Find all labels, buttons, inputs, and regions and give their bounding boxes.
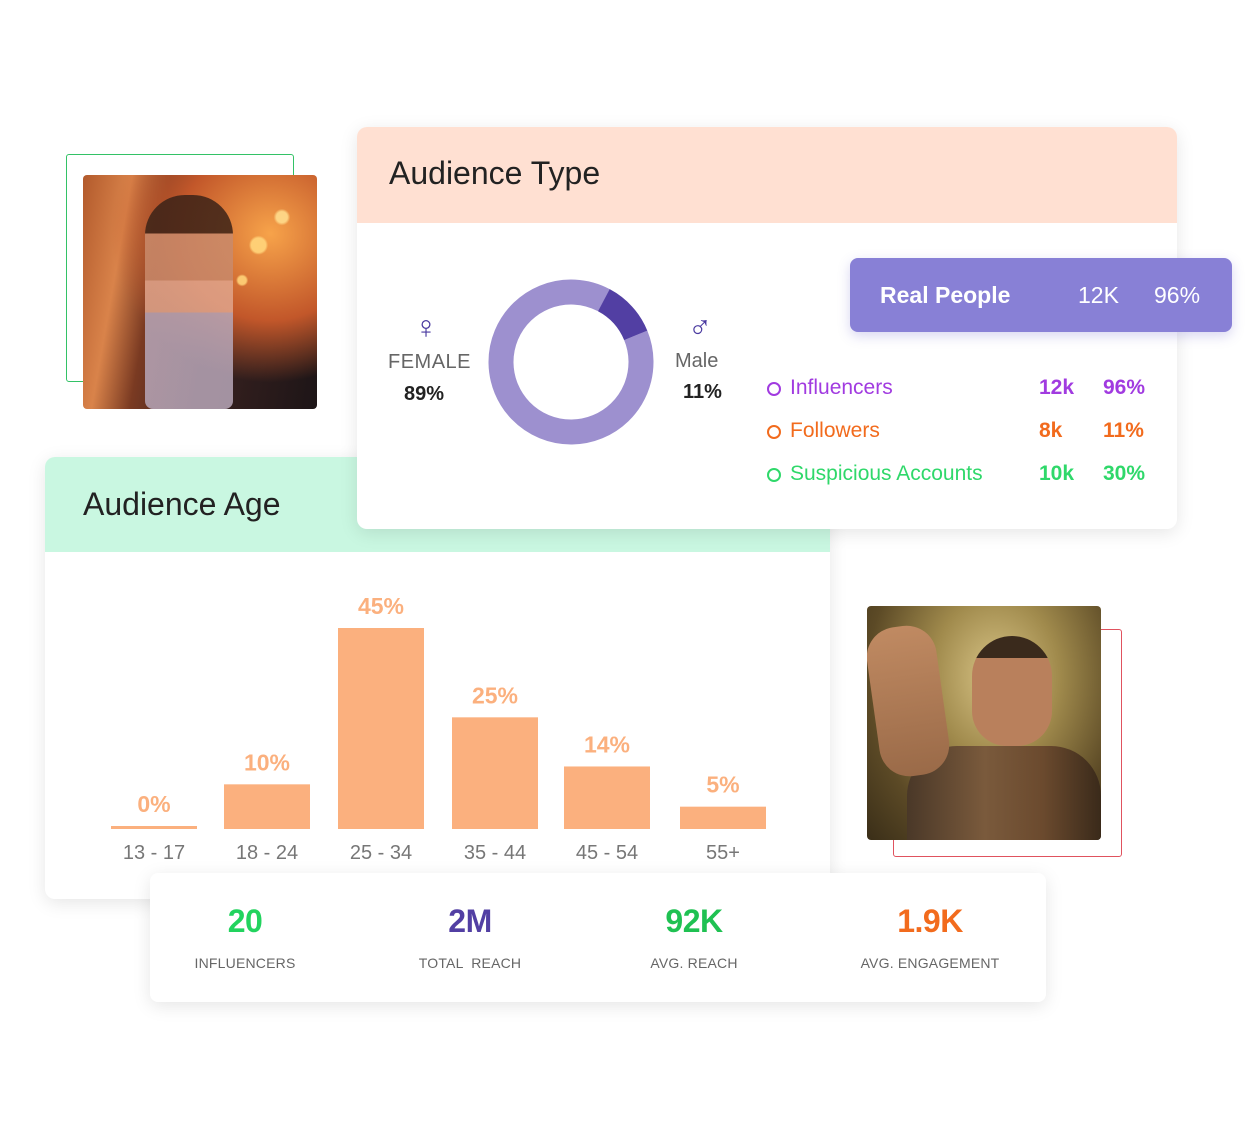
age-bar-value-label: 45% — [358, 593, 404, 619]
legend-count: 12k — [1039, 376, 1075, 399]
age-bar — [452, 717, 538, 829]
male-label: Male — [675, 350, 719, 372]
stat-label: INFLUENCERS — [194, 955, 296, 971]
stat-value: 20 — [227, 903, 263, 939]
real-people-count: 12K — [1078, 282, 1119, 308]
age-category-label: 18 - 24 — [236, 842, 298, 864]
real-people-label: Real People — [880, 282, 1011, 308]
real-people-percent: 96% — [1154, 282, 1201, 308]
stat-label: TOTAL REACH — [418, 955, 522, 971]
donut-slice-male — [488, 279, 654, 445]
legend-percent: 11% — [1103, 419, 1144, 442]
age-bar — [564, 766, 650, 829]
influencer-photo-woman — [83, 175, 317, 409]
gender-donut-chart — [488, 279, 654, 445]
age-category-label: 13 - 17 — [123, 842, 185, 864]
legend-dot-icon — [767, 468, 781, 482]
audience-type-header: Audience Type — [357, 127, 1177, 223]
age-bar-value-label: 5% — [706, 772, 739, 798]
legend-dot-icon — [767, 425, 781, 439]
age-bar-value-label: 25% — [472, 682, 518, 708]
age-bar — [680, 806, 766, 829]
legend-count: 10k — [1039, 462, 1075, 485]
age-bar — [338, 628, 424, 829]
real-people-badge: Real People 12K 96% — [850, 258, 1232, 332]
female-icon: ♀ — [414, 309, 438, 345]
legend-name: Followers — [790, 419, 880, 442]
age-category-label: 55+ — [706, 842, 740, 864]
audience-type-title: Audience Type — [389, 155, 601, 191]
female-percent: 89% — [404, 383, 445, 405]
legend-percent: 96% — [1103, 376, 1146, 399]
audience-age-card: Audience Age 0% 13 - 17 10% 18 - 24 45% 25 - … — [45, 457, 830, 899]
male-icon: ♂ — [688, 309, 712, 345]
stat-label: AVG. REACH — [650, 955, 738, 971]
audience-age-title: Audience Age — [83, 486, 281, 522]
age-category-label: 25 - 34 — [350, 842, 412, 864]
age-bar — [224, 784, 310, 829]
female-label: FEMALE — [388, 351, 472, 373]
legend-name: Influencers — [790, 376, 893, 399]
legend-name: Suspicious Accounts — [790, 462, 983, 485]
stats-card: 20 INFLUENCERS 2M TOTAL REACH 92K AVG. R… — [150, 873, 1046, 1002]
age-bar-value-label: 10% — [244, 749, 290, 775]
age-bar — [111, 826, 197, 829]
age-bar-chart: 0% 13 - 17 10% 18 - 24 45% 25 - 34 25% 35 - 44 1… — [111, 593, 766, 864]
male-percent: 11% — [683, 381, 722, 403]
legend-count: 8k — [1039, 419, 1063, 442]
stat-label: AVG. ENGAGEMENT — [860, 955, 1000, 971]
age-bar-value-label: 14% — [584, 731, 630, 757]
age-category-label: 45 - 54 — [576, 842, 638, 864]
influencer-photo-man — [867, 606, 1101, 840]
stat-value: 2M — [448, 903, 492, 939]
stat-value: 1.9K — [897, 903, 963, 939]
age-category-label: 35 - 44 — [464, 842, 526, 864]
legend-percent: 30% — [1103, 462, 1146, 485]
age-bar-value-label: 0% — [137, 791, 170, 817]
legend-dot-icon — [767, 382, 781, 396]
stat-value: 92K — [665, 903, 723, 939]
